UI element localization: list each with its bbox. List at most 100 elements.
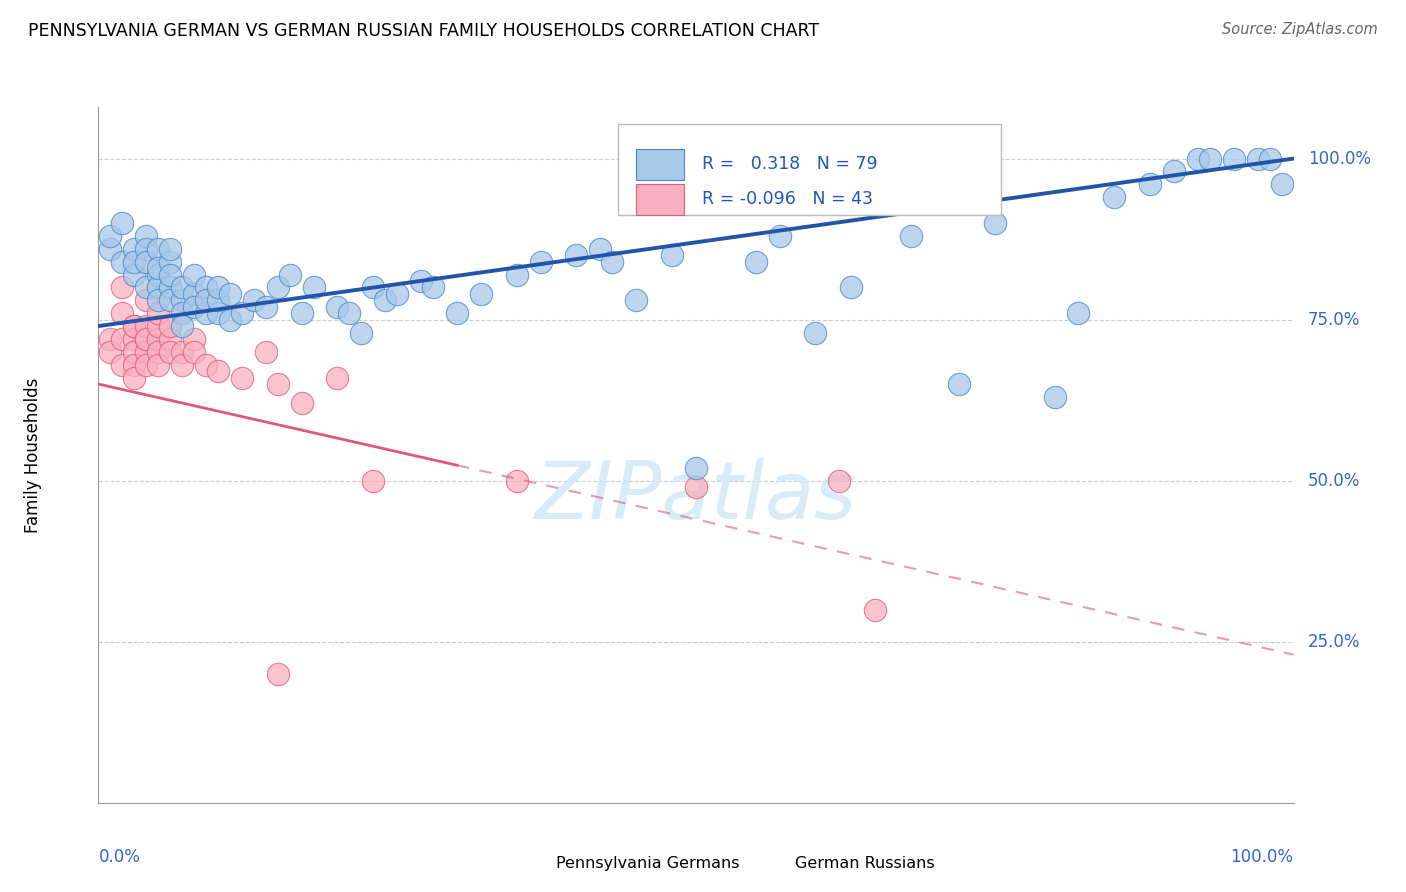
Point bbox=[422, 280, 444, 294]
Point bbox=[111, 254, 134, 268]
Point bbox=[135, 242, 157, 256]
Point bbox=[337, 306, 360, 320]
Point bbox=[207, 364, 229, 378]
Point bbox=[135, 254, 157, 268]
Point bbox=[111, 306, 134, 320]
Text: German Russians: German Russians bbox=[796, 855, 935, 871]
Text: 100.0%: 100.0% bbox=[1230, 848, 1294, 866]
Point bbox=[148, 261, 170, 276]
Point bbox=[124, 319, 146, 334]
Point bbox=[148, 242, 170, 256]
Point bbox=[98, 332, 122, 346]
Point bbox=[768, 228, 790, 243]
Point bbox=[254, 300, 277, 314]
Point bbox=[172, 306, 194, 320]
Point bbox=[124, 319, 146, 334]
Point bbox=[600, 254, 623, 268]
Point bbox=[135, 293, 157, 308]
Point bbox=[111, 216, 134, 230]
Point bbox=[661, 248, 683, 262]
Point bbox=[254, 344, 277, 359]
Point bbox=[363, 280, 385, 294]
Point bbox=[231, 370, 253, 384]
Text: R =   0.318   N = 79: R = 0.318 N = 79 bbox=[702, 155, 877, 173]
Point bbox=[111, 358, 134, 372]
Point bbox=[1258, 152, 1281, 166]
Point bbox=[148, 344, 170, 359]
Point bbox=[278, 268, 301, 282]
Point bbox=[159, 242, 181, 256]
Text: PENNSYLVANIA GERMAN VS GERMAN RUSSIAN FAMILY HOUSEHOLDS CORRELATION CHART: PENNSYLVANIA GERMAN VS GERMAN RUSSIAN FA… bbox=[28, 22, 820, 40]
Point bbox=[172, 293, 194, 308]
Point bbox=[159, 319, 181, 334]
Point bbox=[1067, 306, 1090, 320]
Point bbox=[685, 460, 707, 475]
Point bbox=[98, 344, 122, 359]
Point bbox=[124, 268, 146, 282]
Point bbox=[148, 319, 170, 334]
Point bbox=[159, 344, 181, 359]
Point bbox=[983, 216, 1005, 230]
Point bbox=[183, 268, 205, 282]
Point bbox=[363, 474, 385, 488]
Point bbox=[148, 332, 170, 346]
Point bbox=[159, 280, 181, 294]
Point bbox=[135, 344, 157, 359]
Text: 50.0%: 50.0% bbox=[1308, 472, 1360, 490]
Point bbox=[148, 306, 170, 320]
Point bbox=[172, 319, 194, 334]
Point bbox=[124, 242, 146, 256]
FancyBboxPatch shape bbox=[636, 149, 685, 180]
Point bbox=[804, 326, 827, 340]
Point bbox=[302, 280, 325, 294]
Point bbox=[326, 300, 349, 314]
Text: 25.0%: 25.0% bbox=[1308, 632, 1361, 651]
Point bbox=[194, 280, 217, 294]
Point bbox=[219, 312, 242, 326]
Point bbox=[685, 480, 707, 494]
Point bbox=[124, 254, 146, 268]
Point bbox=[411, 274, 433, 288]
Point bbox=[1222, 152, 1246, 166]
FancyBboxPatch shape bbox=[636, 184, 685, 215]
Point bbox=[207, 306, 229, 320]
Point bbox=[172, 280, 194, 294]
Point bbox=[1271, 178, 1294, 192]
Point bbox=[900, 228, 922, 243]
Point bbox=[124, 332, 146, 346]
Point bbox=[745, 254, 768, 268]
Point bbox=[565, 248, 588, 262]
Point bbox=[159, 332, 181, 346]
Point bbox=[1246, 152, 1268, 166]
Point bbox=[148, 358, 170, 372]
Point bbox=[135, 358, 157, 372]
Point bbox=[207, 280, 229, 294]
Point bbox=[1139, 178, 1161, 192]
Point bbox=[183, 300, 205, 314]
Point bbox=[219, 286, 242, 301]
Point bbox=[948, 377, 970, 392]
Text: 0.0%: 0.0% bbox=[98, 848, 141, 866]
Point bbox=[135, 319, 157, 334]
Point bbox=[624, 293, 647, 308]
Point bbox=[135, 332, 157, 346]
Text: Pennsylvania Germans: Pennsylvania Germans bbox=[557, 855, 740, 871]
Point bbox=[290, 396, 312, 410]
Point bbox=[1198, 152, 1220, 166]
Point bbox=[124, 370, 146, 384]
Point bbox=[350, 326, 373, 340]
Point bbox=[1163, 164, 1185, 178]
Point bbox=[1187, 152, 1209, 166]
Point bbox=[385, 286, 409, 301]
Point bbox=[98, 242, 122, 256]
Point bbox=[183, 344, 205, 359]
Point bbox=[148, 293, 170, 308]
FancyBboxPatch shape bbox=[619, 124, 1001, 215]
Point bbox=[243, 293, 266, 308]
FancyBboxPatch shape bbox=[510, 852, 548, 874]
Point bbox=[183, 332, 205, 346]
Point bbox=[374, 293, 396, 308]
Point bbox=[194, 306, 217, 320]
Point bbox=[506, 474, 529, 488]
Point bbox=[159, 254, 181, 268]
